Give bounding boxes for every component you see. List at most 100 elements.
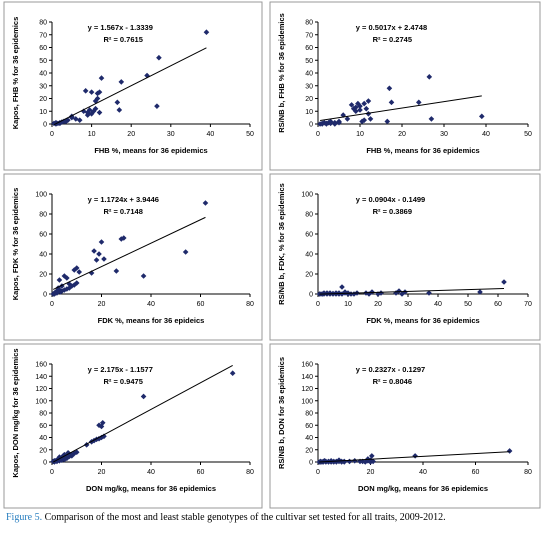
- point: [348, 102, 355, 108]
- point: [396, 288, 402, 294]
- point: [94, 95, 101, 102]
- point: [82, 88, 89, 94]
- caption: Figure 5. Comparison of the most and lea…: [6, 512, 446, 523]
- point: [339, 291, 345, 297]
- y-tick-label: 40: [305, 435, 313, 442]
- point: [73, 449, 80, 455]
- r-squared: R² = 0.7615: [103, 35, 142, 44]
- x-tick-label: 40: [147, 301, 155, 308]
- y-tick-label: 100: [301, 192, 313, 199]
- point: [365, 111, 372, 117]
- equation: y = 0.2327x - 0.1297: [356, 365, 425, 374]
- point: [426, 290, 432, 296]
- point: [336, 119, 342, 126]
- point: [327, 120, 334, 127]
- point: [416, 99, 422, 106]
- point: [323, 121, 330, 127]
- equation: y = 0.0904x - 0.1499: [356, 195, 425, 204]
- point: [501, 279, 507, 285]
- caption-label: Figure 5.: [6, 512, 42, 523]
- point: [88, 89, 95, 95]
- point: [71, 282, 78, 288]
- y-tick-label: 0: [309, 460, 313, 467]
- point: [64, 275, 70, 281]
- point: [345, 291, 351, 297]
- point: [55, 285, 61, 291]
- y-tick-label: 20: [39, 96, 47, 103]
- point: [92, 105, 99, 112]
- x-tick-label: 0: [316, 301, 320, 308]
- y-tick-label: 40: [39, 71, 47, 78]
- panel: 0 20 40 60 80 100 0 20 40 60 80 FDK %, means for 36…: [3, 173, 263, 341]
- panel: 0 10 20 30 40 50 60 70 80 0 10 20 30 40 50 FHB %, means…: [3, 1, 263, 171]
- equation: y = 1.567x - 1.3339: [88, 23, 153, 32]
- point: [140, 273, 147, 279]
- y-tick-label: 20: [305, 447, 313, 454]
- x-tick-label: 20: [398, 131, 406, 138]
- point: [339, 284, 345, 290]
- point: [56, 277, 63, 283]
- point: [477, 289, 483, 295]
- point: [351, 457, 358, 464]
- x-tick-label: 60: [494, 301, 502, 308]
- point: [353, 108, 359, 115]
- point: [96, 422, 102, 429]
- y-tick-label: 40: [39, 435, 47, 442]
- point: [96, 89, 103, 95]
- point: [156, 54, 162, 61]
- y-tick-label: 100: [35, 398, 47, 405]
- x-tick-label: 10: [356, 131, 364, 138]
- r-squared: R² = 0.3869: [373, 207, 412, 216]
- x-tick-label: 80: [524, 469, 532, 476]
- y-tick-label: 50: [305, 58, 313, 65]
- x-tick-label: 20: [98, 469, 106, 476]
- y-tick-label: 70: [39, 32, 47, 39]
- y-tick-label: 20: [305, 96, 313, 103]
- x-tick-label: 0: [316, 469, 320, 476]
- point: [357, 458, 363, 465]
- point: [367, 116, 374, 122]
- point: [357, 103, 363, 109]
- point: [84, 112, 91, 118]
- point: [64, 286, 70, 292]
- y-tick-label: 100: [35, 192, 47, 199]
- y-tick-label: 120: [301, 386, 313, 393]
- x-tick-label: 80: [246, 301, 254, 308]
- point: [332, 121, 338, 127]
- y-tick-label: 100: [301, 398, 313, 405]
- x-tick-label: 0: [50, 131, 54, 138]
- x-tick-label: 0: [50, 469, 54, 476]
- point: [229, 370, 236, 376]
- y-tick-label: 160: [301, 362, 313, 369]
- point: [363, 105, 370, 112]
- x-tick-label: 40: [207, 131, 215, 138]
- point: [369, 453, 375, 459]
- y-axis-title: Kapos, FHB % for 36 epidemics: [11, 17, 20, 130]
- x-tick-label: 20: [127, 131, 135, 138]
- panel-frame: [269, 173, 541, 341]
- point: [203, 29, 210, 35]
- point: [64, 455, 70, 462]
- x-tick-label: 70: [524, 301, 532, 308]
- x-tick-label: 60: [197, 301, 205, 308]
- trendline: [53, 47, 207, 126]
- point: [348, 291, 354, 297]
- x-axis-title: DON mg/kg, means for 36 epidemics: [86, 484, 216, 493]
- point: [321, 457, 328, 464]
- y-tick-label: 50: [39, 58, 47, 65]
- point: [365, 98, 372, 104]
- x-tick-label: 0: [316, 131, 320, 138]
- y-tick-label: 40: [39, 252, 47, 259]
- point: [355, 100, 361, 107]
- x-tick-label: 40: [482, 131, 490, 138]
- point: [361, 117, 367, 123]
- x-axis-title: FDK %, means for 36 epidemics: [366, 316, 479, 325]
- x-tick-label: 20: [98, 301, 106, 308]
- x-tick-label: 60: [197, 469, 205, 476]
- point: [319, 120, 325, 127]
- point: [113, 268, 120, 274]
- point: [98, 423, 105, 430]
- panel-frame: [269, 343, 541, 509]
- y-axis-title: Kapos, DON mg/kg for 36 epidemics: [11, 348, 20, 477]
